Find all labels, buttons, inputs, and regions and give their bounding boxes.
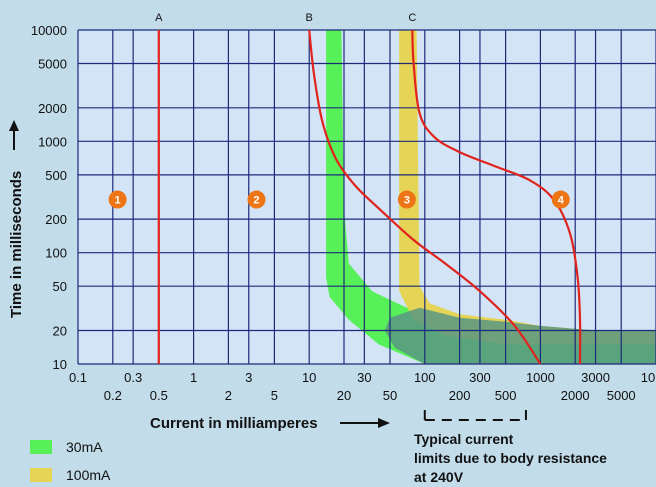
- x-tick-upper: 3: [245, 370, 252, 385]
- zone-marker-3: [397, 190, 416, 209]
- annotation-line-1: Typical current: [414, 431, 514, 447]
- y-tick: 200: [45, 212, 67, 227]
- y-axis-arrow-head: [9, 120, 19, 131]
- x-tick-upper: 30: [357, 370, 371, 385]
- x-tick-lower: 5000: [607, 388, 636, 403]
- y-tick: 50: [53, 279, 67, 294]
- curve-label-b: B: [306, 12, 313, 24]
- legend-swatch-100ma: [30, 468, 52, 482]
- x-tick-upper: 0.3: [124, 370, 142, 385]
- x-axis-label: Current in milliamperes: [150, 415, 318, 432]
- x-tick-upper: 3000: [581, 370, 610, 385]
- curve-c: [411, 29, 582, 365]
- x-tick-lower: 20: [337, 388, 351, 403]
- y-tick: 10000: [31, 23, 67, 38]
- x-tick-upper: 10: [302, 370, 316, 385]
- x-tick-upper: 100: [414, 370, 436, 385]
- x-tick-lower: 200: [449, 388, 471, 403]
- x-tick-lower: 50: [383, 388, 397, 403]
- typical-limits-bracket: [423, 410, 527, 421]
- x-tick-upper: 300: [469, 370, 491, 385]
- x-tick-upper: 1000: [526, 370, 555, 385]
- x-tick-lower: 0.2: [104, 388, 122, 403]
- x-tick-upper: 1: [190, 370, 197, 385]
- legend-label-30ma: 30mA: [66, 439, 103, 455]
- x-tick-lower: 2000: [561, 388, 590, 403]
- legend-swatch-30ma: [30, 440, 52, 454]
- zone-marker-2: [247, 190, 266, 209]
- y-tick: 20: [53, 323, 67, 338]
- zone-marker-1: [108, 190, 127, 209]
- x-tick-lower: 0.5: [150, 388, 168, 403]
- x-tick-upper: 10: [641, 370, 655, 385]
- y-tick: 1000: [38, 134, 67, 149]
- y-tick: 10: [53, 357, 67, 372]
- x-tick-lower: 2: [225, 388, 232, 403]
- zone-number-2: 2: [253, 195, 259, 207]
- x-tick-upper: 0.1: [69, 370, 87, 385]
- band-overlap: [384, 307, 656, 364]
- zone-number-4: 4: [558, 195, 565, 207]
- zone-number-3: 3: [404, 195, 410, 207]
- zone-number-1: 1: [115, 195, 121, 207]
- y-tick: 100: [45, 246, 67, 261]
- annotation-line-3: at 240V: [414, 469, 464, 485]
- legend-label-100ma: 100mA: [66, 467, 111, 483]
- y-axis-label: Time in milliseconds: [8, 171, 25, 318]
- x-tick-lower: 500: [495, 388, 517, 403]
- x-tick-lower: 5: [271, 388, 278, 403]
- curve-label-a: A: [155, 12, 163, 24]
- annotation-line-2: limits due to body resistance: [414, 450, 607, 466]
- curve-b: [308, 29, 542, 365]
- y-tick: 500: [45, 168, 67, 183]
- zone-marker-4: [551, 190, 570, 209]
- y-tick: 5000: [38, 57, 67, 72]
- x-axis-arrow-head: [378, 418, 390, 428]
- curve-label-c: C: [408, 12, 416, 24]
- y-tick: 2000: [38, 101, 67, 116]
